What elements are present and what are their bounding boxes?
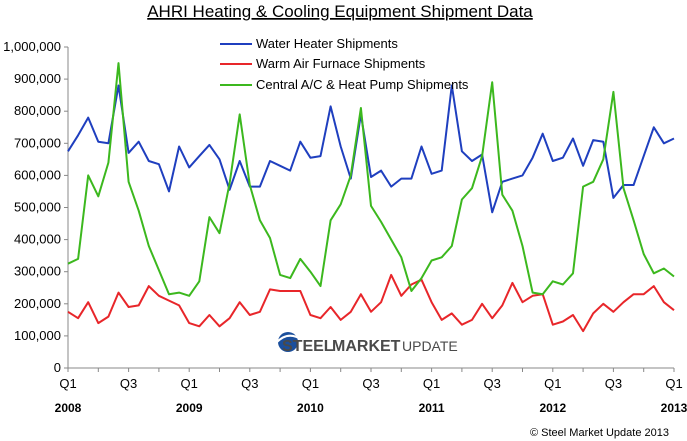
year-label: 2009	[176, 401, 203, 415]
legend: Water Heater Shipments Warm Air Furnace …	[220, 36, 469, 92]
water-heater-series-line	[67, 84, 675, 214]
y-tick-label: 700,000	[14, 135, 61, 150]
year-label: 2010	[297, 401, 324, 415]
year-label: 2011	[419, 401, 445, 415]
year-label: 2008	[55, 401, 82, 415]
y-tick-label: 1,000,000	[3, 39, 61, 54]
logo-word-update: UPDATE	[402, 338, 458, 354]
y-tick-label: 200,000	[14, 296, 61, 311]
x-tick-label: Q3	[484, 376, 501, 391]
steel-market-update-logo: STEEL MARKET UPDATE	[275, 332, 458, 355]
x-tick-label: Q1	[59, 376, 76, 391]
y-tick-label: 500,000	[14, 200, 61, 215]
x-axis-ticks: Q1 Q3 Q1 Q3 Q1 Q3 Q1 Q3 Q1 Q3 Q1 2008 2009 2010 2011 20…	[55, 368, 687, 415]
y-tick-label: 800,000	[14, 103, 61, 118]
y-tick-label: 300,000	[14, 264, 61, 279]
series-lines	[67, 62, 675, 333]
central-ac-series-line	[67, 62, 675, 297]
x-tick-label: Q3	[605, 376, 622, 391]
logo-word-steel: STEEL	[282, 338, 334, 355]
x-tick-label: Q3	[362, 376, 379, 391]
year-label: 2012	[539, 401, 566, 415]
logo-swoosh-icon	[275, 334, 303, 344]
y-tick-label: 0	[54, 360, 61, 375]
warm-air-furnace-series-line	[67, 273, 675, 333]
year-label: 2013	[661, 401, 687, 415]
y-tick-label: 100,000	[14, 328, 61, 343]
y-tick-label: 900,000	[14, 71, 61, 86]
x-tick-label: Q1	[544, 376, 561, 391]
x-tick-label: Q1	[665, 376, 682, 391]
x-tick-label: Q1	[302, 376, 319, 391]
y-tick-label: 600,000	[14, 167, 61, 182]
copyright-text: © Steel Market Update 2013	[530, 427, 669, 439]
x-tick-label: Q1	[181, 376, 198, 391]
legend-label-central-ac: Central A/C & Heat Pump Shipments	[256, 77, 469, 92]
logo-word-market: MARKET	[332, 338, 401, 355]
legend-label-water-heater: Water Heater Shipments	[256, 36, 398, 51]
y-tick-label: 400,000	[14, 232, 61, 247]
x-tick-label: Q3	[241, 376, 258, 391]
x-tick-label: Q3	[120, 376, 137, 391]
chart-title: AHRI Heating & Cooling Equipment Shipmen…	[147, 2, 533, 21]
y-axis-ticks: 0 100,000 200,000 300,000 400,000 500,000 600,…	[3, 39, 68, 375]
legend-label-warm-air-furnace: Warm Air Furnace Shipments	[256, 56, 426, 71]
x-tick-label: Q1	[423, 376, 440, 391]
